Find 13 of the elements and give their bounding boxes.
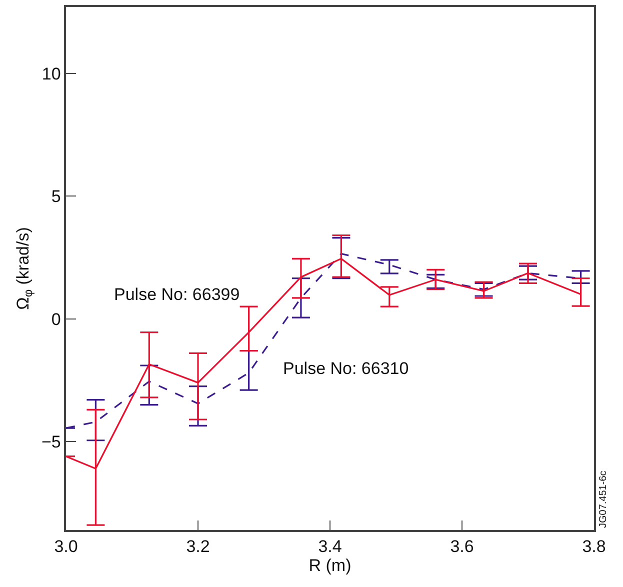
y-tick-label: 5: [51, 187, 61, 206]
y-tick-label: 0: [51, 310, 61, 329]
annotation: Pulse No: 66399: [114, 285, 240, 304]
y-tick-label: 10: [42, 64, 61, 84]
x-tick-label: 3.2: [186, 537, 210, 556]
x-axis-title: R (m): [308, 556, 352, 576]
x-tick-label: 3.4: [318, 537, 342, 556]
x-tick-label: 3.0: [54, 537, 78, 556]
text: JG07.451-6c: [598, 470, 609, 528]
x-tick-label: 3.6: [450, 537, 474, 556]
x-tick-label: 3.8: [582, 537, 606, 556]
y-tick-label: −5: [41, 432, 61, 452]
annotation: Pulse No: 66310: [283, 359, 409, 378]
